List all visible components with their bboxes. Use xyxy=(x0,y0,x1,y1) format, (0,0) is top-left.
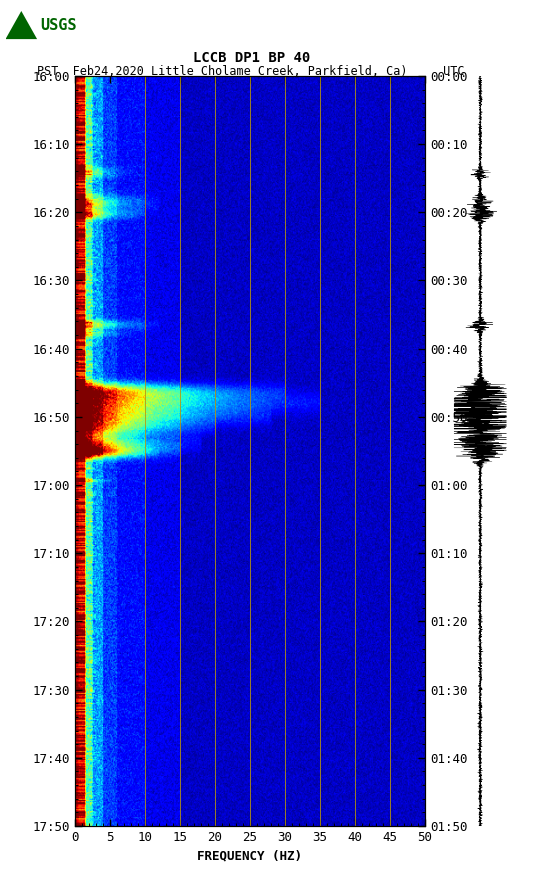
Polygon shape xyxy=(6,11,37,39)
X-axis label: FREQUENCY (HZ): FREQUENCY (HZ) xyxy=(197,849,302,863)
Text: USGS: USGS xyxy=(41,19,77,33)
Text: LCCB DP1 BP 40: LCCB DP1 BP 40 xyxy=(193,51,310,65)
Text: PST  Feb24,2020 Little Cholame Creek, Parkfield, Ca)     UTC: PST Feb24,2020 Little Cholame Creek, Par… xyxy=(38,65,465,78)
